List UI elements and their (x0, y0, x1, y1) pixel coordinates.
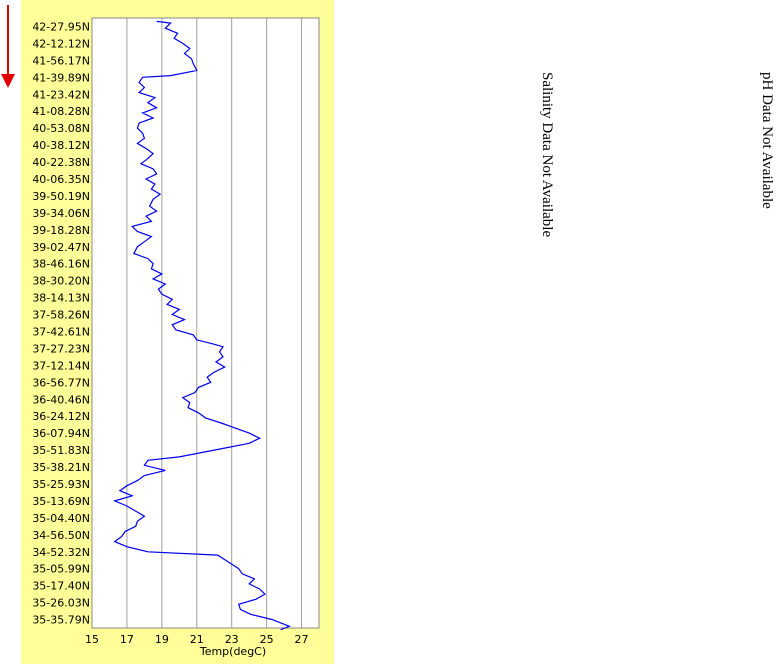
y-tick-label: 35-13.69N (32, 495, 90, 508)
y-tick-label: 37-42.61N (32, 325, 90, 338)
y-tick-label: 38-46.16N (32, 258, 90, 271)
x-tick-label: 23 (225, 633, 239, 646)
down-arrow-icon (1, 5, 15, 88)
y-tick-label: 35-35.79N (32, 614, 90, 627)
x-tick-label: 21 (190, 633, 204, 646)
x-tick-label: 27 (295, 633, 309, 646)
y-tick-label: 35-25.93N (32, 478, 90, 491)
y-tick-label: 40-22.38N (32, 156, 90, 169)
y-tick-label: 36-07.94N (32, 427, 90, 440)
grid-lines (126, 18, 303, 628)
ph-not-available-label: pH Data Not Available (759, 72, 775, 209)
y-tick-label: 37-12.14N (32, 359, 90, 372)
x-tick-label: 25 (260, 633, 274, 646)
y-tick-label: 41-56.17N (32, 54, 90, 67)
y-tick-label: 39-02.47N (32, 241, 90, 254)
y-tick-label: 37-27.23N (32, 342, 90, 355)
y-tick-label: 35-17.40N (32, 580, 90, 593)
y-tick-label: 38-14.13N (32, 292, 90, 305)
y-tick-label: 35-26.03N (32, 597, 90, 610)
y-tick-label: 39-18.28N (32, 224, 90, 237)
y-tick-label: 35-04.40N (32, 512, 90, 525)
y-tick-label: 42-27.95N (32, 20, 90, 33)
temperature-chart-panel: 42-27.95N 42-12.12N 41-56.17N 41-39.89N 41-2… (21, 0, 334, 664)
y-tick-label: 39-34.06N (32, 207, 90, 220)
temperature-chart: 42-27.95N 42-12.12N 41-56.17N 41-39.89N 41-2… (32, 17, 320, 658)
y-tick-label: 35-05.99N (32, 563, 90, 576)
x-tick-label: 17 (120, 633, 134, 646)
temperature-series-line (112, 20, 291, 631)
y-tick-label: 40-06.35N (32, 173, 90, 186)
y-tick-label: 36-24.12N (32, 410, 90, 423)
plot-area (91, 17, 320, 629)
y-tick-label: 41-23.42N (32, 88, 90, 101)
y-tick-label: 41-39.89N (32, 71, 90, 84)
y-tick-label: 39-50.19N (32, 190, 90, 203)
y-tick-labels: 42-27.95N 42-12.12N 41-56.17N 41-39.89N 41-2… (32, 20, 90, 626)
salinity-not-available-label: Salinity Data Not Available (539, 72, 555, 238)
y-tick-label: 38-30.20N (32, 275, 90, 288)
y-tick-label: 34-56.50N (32, 529, 90, 542)
y-tick-label: 41-08.28N (32, 105, 90, 118)
x-tick-labels: 15 17 19 21 23 25 27 (85, 633, 309, 646)
y-tick-label: 36-56.77N (32, 376, 90, 389)
y-tick-label: 40-53.08N (32, 122, 90, 135)
x-tick-label: 15 (85, 633, 99, 646)
x-tick-label: 19 (155, 633, 169, 646)
y-tick-label: 40-38.12N (32, 139, 90, 152)
y-tick-label: 34-52.32N (32, 546, 90, 559)
y-tick-label: 36-40.46N (32, 393, 90, 406)
x-axis-title: Temp(degC) (199, 645, 266, 658)
y-tick-label: 37-58.26N (32, 309, 90, 322)
y-tick-label: 35-51.83N (32, 444, 90, 457)
y-tick-label: 35-38.21N (32, 461, 90, 474)
y-tick-label: 42-12.12N (32, 37, 90, 50)
